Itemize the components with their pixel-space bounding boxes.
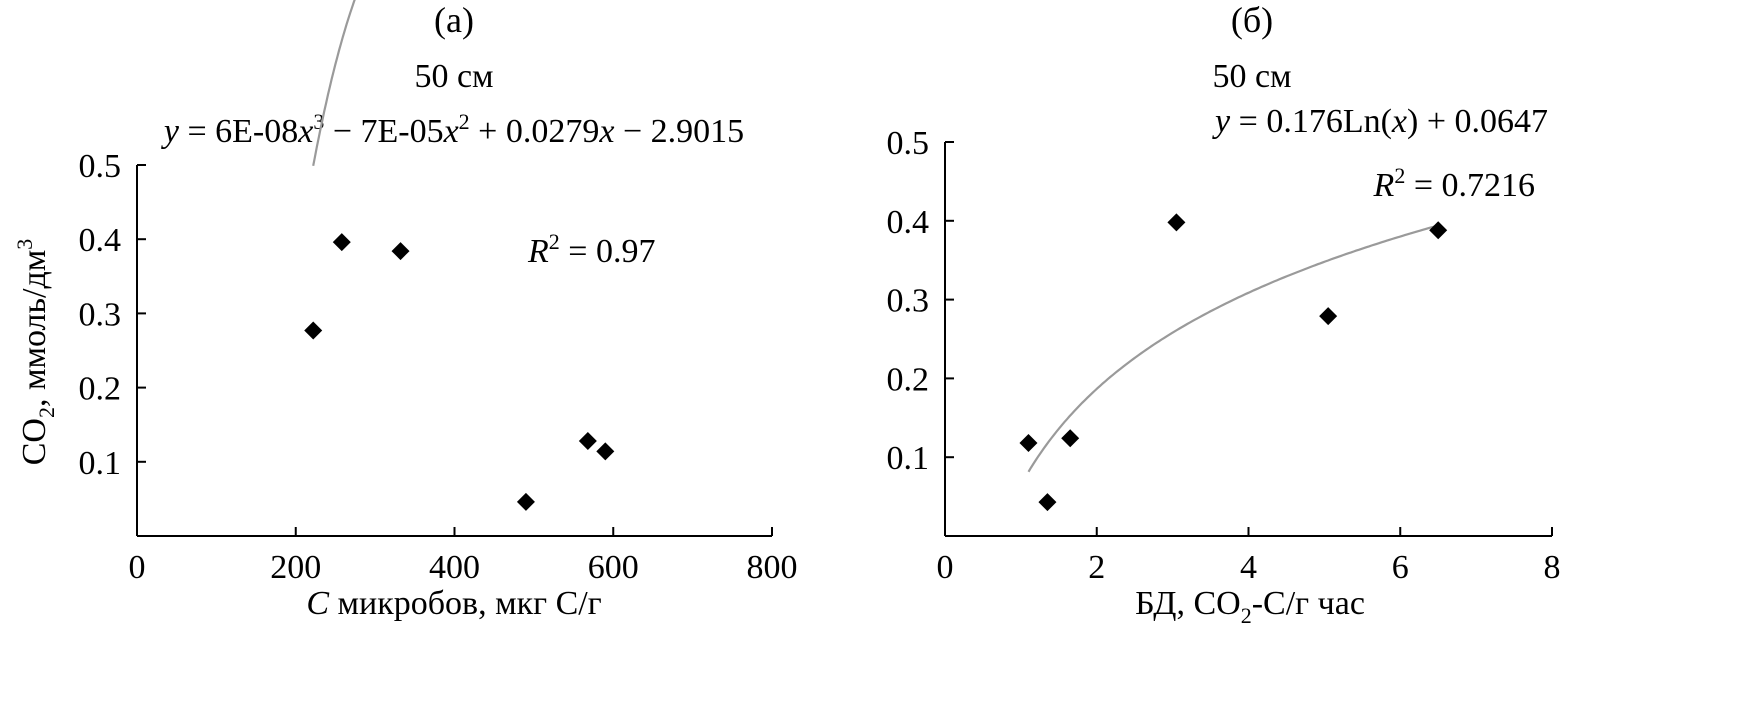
panel-a-x-axis: 0 200 400 600 800: [129, 527, 798, 586]
panel-a: (а) 50 см y = 6E-08x3 − 7E-05x2 + 0.0279…: [12, 0, 798, 622]
panel-a-label: (а): [434, 0, 474, 40]
panel-a-data-point: [516, 492, 535, 511]
panel-b-data-point: [1061, 429, 1080, 448]
panel-a-r-squared: R2 = 0.97: [527, 229, 655, 270]
panel-b-data-point: [1038, 493, 1057, 512]
panel-b-x-tick-label: 4: [1240, 549, 1257, 586]
panel-b-data-point: [1429, 221, 1448, 240]
panel-a-y-tick-label: 0.1: [79, 445, 122, 482]
panel-b-x-tick-label: 8: [1544, 549, 1561, 586]
panel-b-trendline: [1027, 224, 1439, 473]
panel-b: (б) 50 см y = 0.176Ln(x) + 0.0647 R2 = 0…: [887, 0, 1561, 628]
panel-a-y-tick-label: 0.2: [79, 371, 122, 408]
panel-b-data-point: [1167, 213, 1186, 232]
panel-b-y-tick-label: 0.2: [887, 361, 930, 398]
panel-b-r-squared: R2 = 0.7216: [1373, 163, 1535, 204]
panel-a-x-ticks: 0 200 400 600 800: [129, 527, 798, 586]
panel-a-y-axis-label: CO2, ммоль/дм3: [12, 239, 59, 466]
panel-a-data-points: [304, 233, 615, 511]
panel-b-y-tick-label: 0.1: [887, 440, 930, 477]
panel-a-x-axis-label: C микробов, мкг C/г: [306, 585, 601, 622]
panel-a-y-ticks: 0.1 0.2 0.3 0.4 0.5: [79, 148, 146, 482]
panel-b-x-axis-label: БД, CO2-C/г час: [1135, 585, 1365, 628]
panel-a-data-point: [304, 321, 323, 340]
panel-b-x-ticks: 0 2 4 6 8: [937, 527, 1561, 586]
panel-b-label: (б): [1231, 0, 1273, 40]
panel-a-y-tick-label: 0.4: [79, 222, 122, 259]
panel-b-y-tick-label: 0.3: [887, 283, 930, 320]
panel-a-equation: y = 6E-08x3 − 7E-05x2 + 0.0279x − 2.9015: [161, 109, 744, 150]
panel-b-data-points: [1019, 213, 1448, 512]
panel-a-data-point: [578, 432, 597, 451]
panel-b-title: 50 см: [1212, 58, 1291, 95]
panel-a-data-point: [332, 233, 351, 252]
panel-a-x-tick-label: 600: [588, 549, 639, 586]
panel-a-y-axis: 0.1 0.2 0.3 0.4 0.5: [79, 148, 146, 536]
panel-a-x-tick-label: 0: [129, 549, 146, 586]
panel-b-trendline-group: [1027, 224, 1439, 473]
panel-a-title: 50 см: [414, 58, 493, 95]
panel-b-equation: y = 0.176Ln(x) + 0.0647: [1212, 103, 1548, 140]
panel-a-data-point: [391, 242, 410, 261]
panel-a-x-tick-label: 400: [429, 549, 480, 586]
panel-b-x-tick-label: 2: [1088, 549, 1105, 586]
panel-a-y-tick-label: 0.5: [79, 148, 122, 185]
panel-b-data-point: [1019, 434, 1038, 453]
panel-a-x-tick-label: 800: [747, 549, 798, 586]
panel-b-x-tick-label: 0: [937, 549, 954, 586]
panel-b-data-point: [1319, 307, 1338, 326]
panel-b-x-axis: 0 2 4 6 8: [937, 527, 1561, 586]
panel-b-x-tick-label: 6: [1392, 549, 1409, 586]
panel-a-x-tick-label: 200: [270, 549, 321, 586]
panel-b-y-axis: 0.1 0.2 0.3 0.4 0.5: [887, 125, 954, 536]
panel-a-y-tick-label: 0.3: [79, 296, 122, 333]
panel-b-y-ticks: 0.1 0.2 0.3 0.4 0.5: [887, 125, 954, 477]
panel-b-y-tick-label: 0.4: [887, 204, 930, 241]
panel-a-data-point: [596, 442, 615, 461]
panel-b-y-tick-label: 0.5: [887, 125, 930, 162]
